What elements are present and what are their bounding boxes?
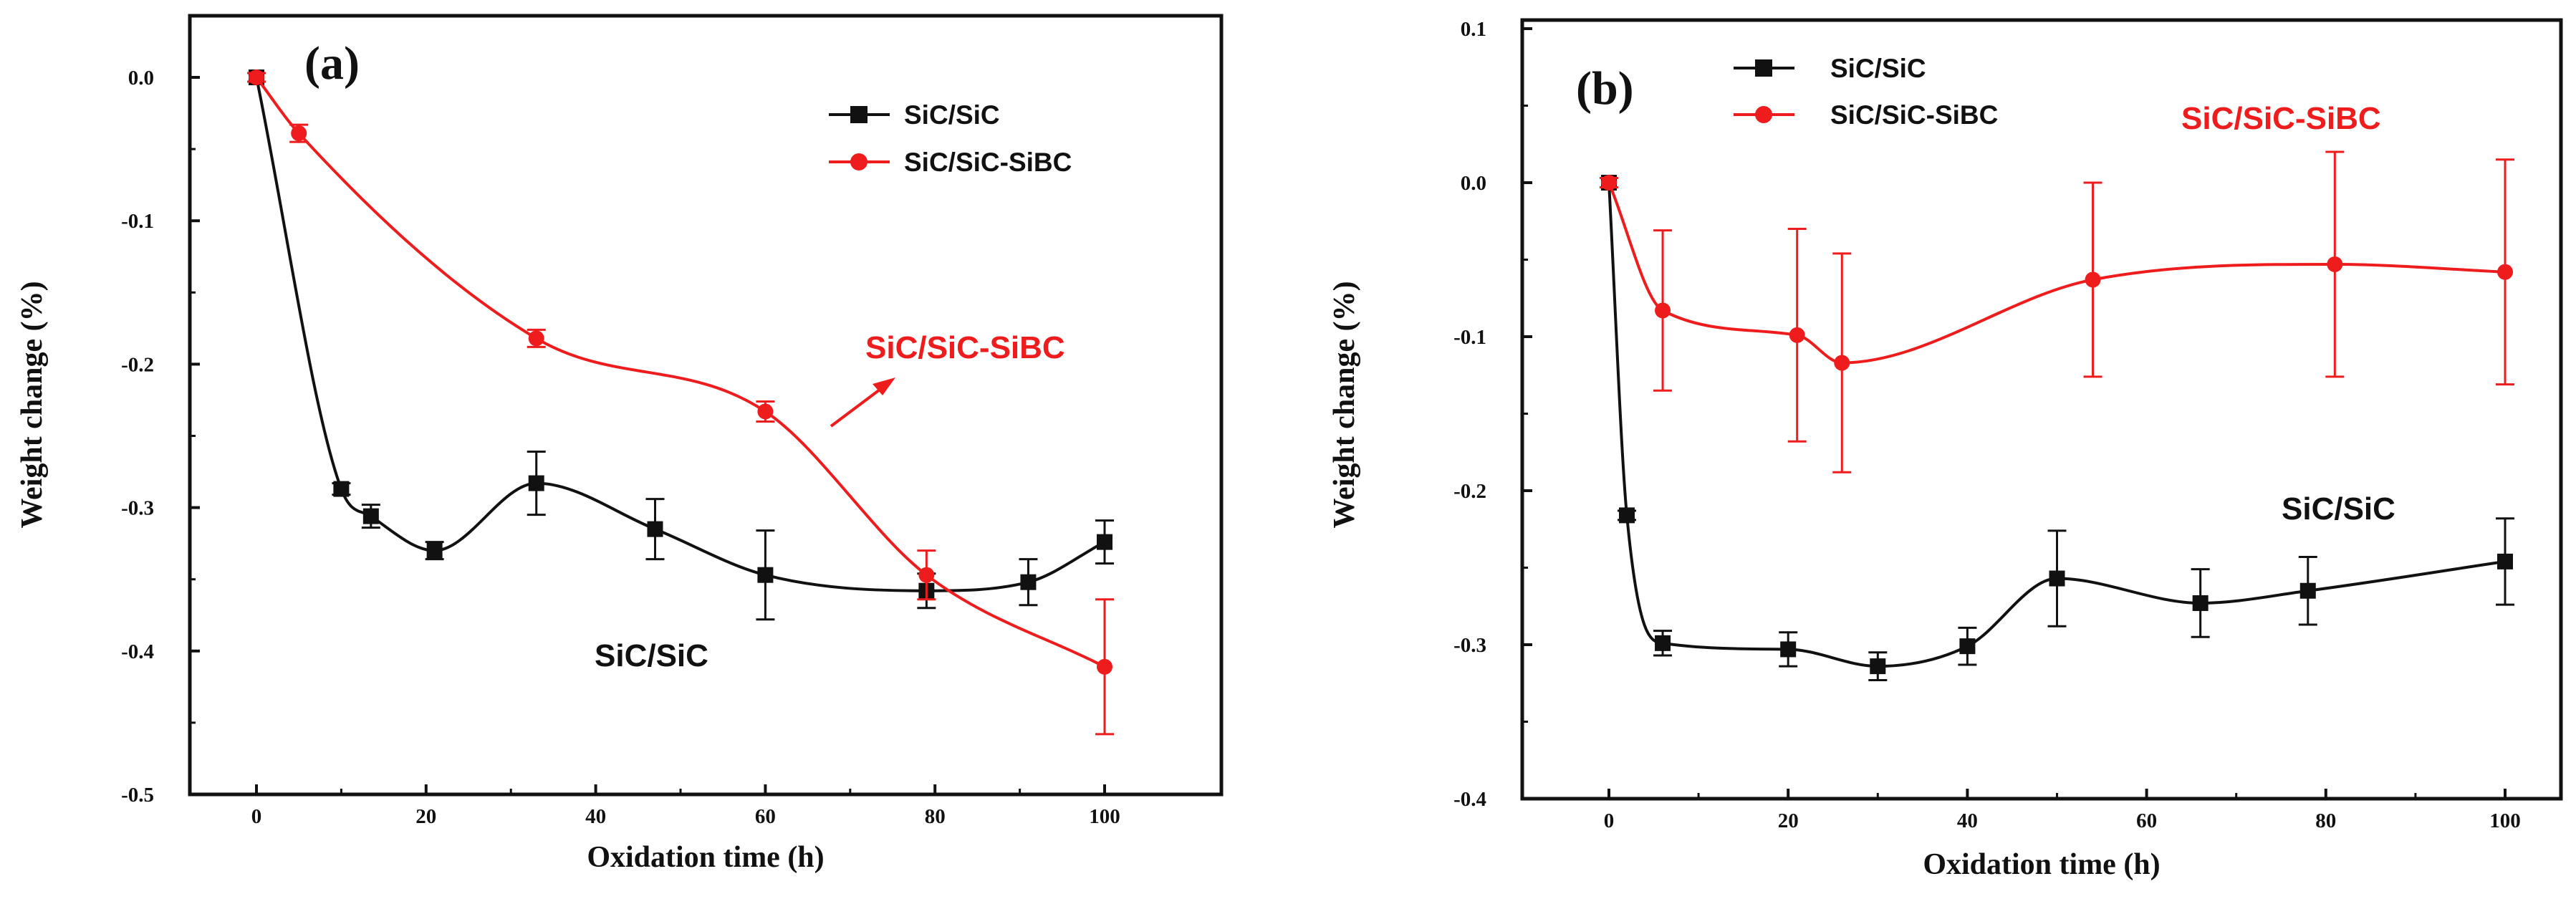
legend-label-sibc: SiC/SiC-SiBC xyxy=(904,148,1072,177)
y-tick-label: -0.1 xyxy=(121,210,154,233)
legend-b: SiC/SiC SiC/SiC-SiBC xyxy=(1734,54,1998,130)
y-tick-label: -0.4 xyxy=(121,640,154,663)
data-point-sibc xyxy=(249,69,264,85)
data-point-sic xyxy=(2049,570,2065,587)
data-point-sibc xyxy=(2497,264,2513,280)
series-layer-b xyxy=(1600,150,2514,681)
data-point-sibc xyxy=(757,403,774,420)
data-point-sibc xyxy=(1601,175,1617,191)
data-point-sic xyxy=(1655,635,1671,651)
x-tick-label: 20 xyxy=(1778,809,1799,832)
series-layer-a xyxy=(247,69,1114,736)
y-tick-label: -0.4 xyxy=(1453,788,1486,811)
y-tick-label: 0.0 xyxy=(128,67,154,90)
y-axis-title-b: Weight change (%) xyxy=(1328,281,1361,528)
data-point-sic xyxy=(2497,553,2513,569)
data-point-sic xyxy=(426,542,443,559)
axis-ticks-a: 0 20 40 60 80 100 0.0 -0.1 -0.2 -0.3 -0.4 -0.5 xyxy=(121,67,1120,828)
data-point-sic xyxy=(1619,507,1635,524)
plot-frame-a xyxy=(188,14,1224,797)
y-tick-label: 0.1 xyxy=(1461,18,1486,41)
data-point-sic xyxy=(2299,582,2316,599)
legend-label-sic: SiC/SiC xyxy=(904,100,1000,130)
data-point-sibc xyxy=(2085,271,2101,288)
data-point-sic xyxy=(757,567,774,583)
y-tick-label: -0.3 xyxy=(1453,634,1486,657)
x-tick-label: 60 xyxy=(755,805,776,828)
data-point-sic xyxy=(1870,658,1886,675)
y-tick-label: -0.2 xyxy=(121,353,154,376)
plot-frame-b xyxy=(1520,18,2563,801)
x-tick-label: 40 xyxy=(1957,809,1978,832)
panel-label-b: (b) xyxy=(1576,62,1634,115)
panel-label-a: (a) xyxy=(304,37,360,90)
data-point-sic xyxy=(1097,534,1112,550)
x-tick-label: 20 xyxy=(415,805,436,828)
chart-panel-b: 0 20 40 60 80 100 0.1 0.0 -0.1 -0.2 -0.3 -0.4 (b) S… xyxy=(1328,18,2563,881)
legend-marker-sibc xyxy=(850,153,868,170)
annotation-sibc-b: SiC/SiC-SiBC xyxy=(2181,101,2381,136)
x-tick-label: 80 xyxy=(2315,809,2336,832)
data-point-sibc xyxy=(918,567,935,583)
y-tick-label: -0.1 xyxy=(1453,326,1486,349)
series-line-sibc xyxy=(255,76,1105,668)
data-point-sic xyxy=(647,521,663,537)
data-point-sic xyxy=(362,508,379,524)
x-tick-label: 100 xyxy=(1089,805,1120,828)
y-tick-label: -0.3 xyxy=(121,497,154,520)
annotation-arrow-a xyxy=(830,378,895,428)
x-tick-label: 100 xyxy=(2489,809,2521,832)
legend-marker-sic xyxy=(850,106,868,123)
data-point-sic xyxy=(1020,574,1037,590)
x-axis-title-b: Oxidation time (h) xyxy=(1923,848,2160,881)
legend-a: SiC/SiC SiC/SiC-SiBC xyxy=(829,100,1072,177)
data-point-sic xyxy=(528,475,544,491)
y-tick-label: -0.5 xyxy=(121,784,154,807)
data-point-sibc xyxy=(1097,658,1112,675)
data-point-sic xyxy=(2192,595,2209,611)
legend-label-sic: SiC/SiC xyxy=(1830,54,1926,83)
data-point-sibc xyxy=(1789,327,1805,343)
annotation-sic-a: SiC/SiC xyxy=(595,638,708,673)
data-point-sibc xyxy=(291,125,307,142)
x-tick-label: 40 xyxy=(585,805,606,828)
annotation-sic-b: SiC/SiC xyxy=(2282,491,2395,526)
annotation-sibc-a: SiC/SiC-SiBC xyxy=(865,330,1065,365)
x-tick-label: 0 xyxy=(251,805,262,828)
data-point-sic xyxy=(333,481,350,497)
series-line-sic xyxy=(1607,182,2506,668)
legend-marker-sibc xyxy=(1755,106,1772,123)
data-point-sic xyxy=(1959,638,1976,655)
y-tick-label: 0.0 xyxy=(1461,172,1486,195)
data-point-sibc xyxy=(528,330,544,347)
x-tick-label: 80 xyxy=(925,805,946,828)
y-tick-label: -0.2 xyxy=(1453,480,1486,503)
data-point-sibc xyxy=(1655,302,1671,319)
legend-marker-sic xyxy=(1755,59,1772,77)
data-point-sic xyxy=(1780,641,1797,658)
data-point-sibc xyxy=(2327,256,2343,272)
x-axis-title-a: Oxidation time (h) xyxy=(587,841,824,874)
data-point-sibc xyxy=(1834,355,1850,371)
x-tick-label: 0 xyxy=(1604,809,1615,832)
x-tick-label: 60 xyxy=(2136,809,2157,832)
axis-ticks-b: 0 20 40 60 80 100 0.1 0.0 -0.1 -0.2 -0.3 -0.4 xyxy=(1453,18,2521,832)
series-line-sibc xyxy=(1607,182,2506,365)
y-axis-title-a: Weight change (%) xyxy=(16,281,49,528)
legend-label-sibc: SiC/SiC-SiBC xyxy=(1830,100,1998,130)
